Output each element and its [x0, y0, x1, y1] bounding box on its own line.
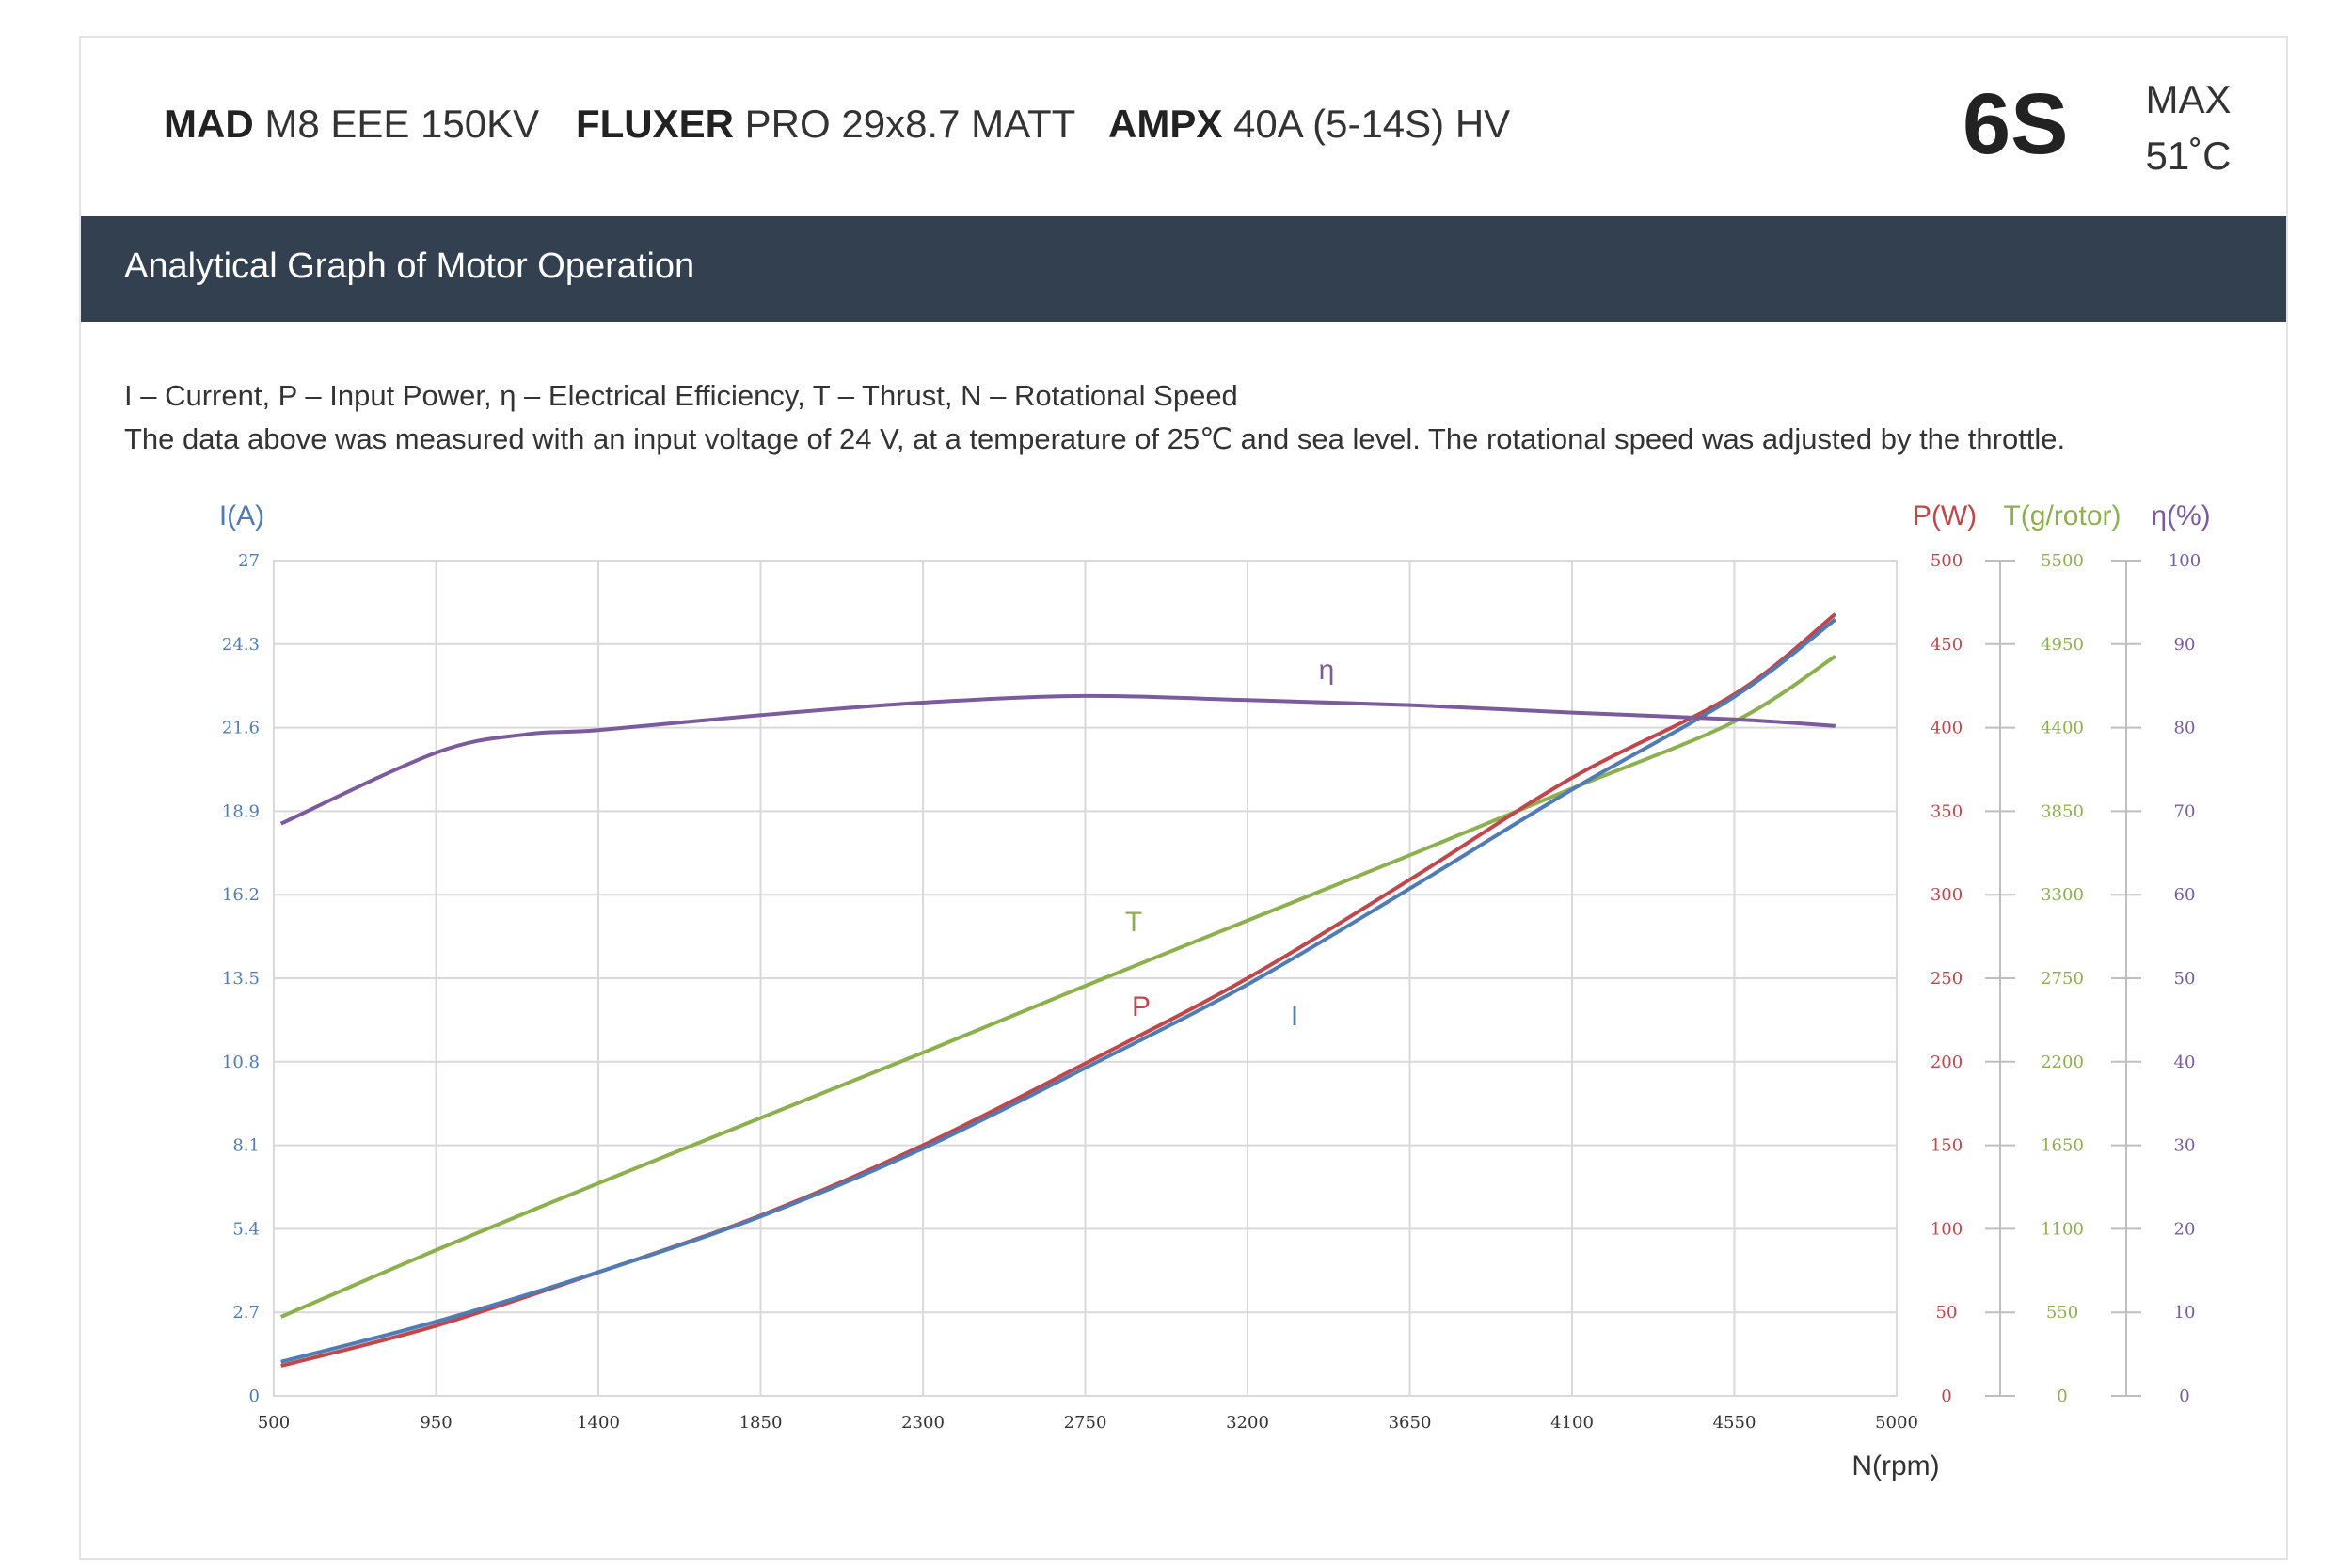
power-curve-label: P: [1132, 991, 1151, 1022]
thrust-series-line: [279, 655, 1836, 1319]
power-tick-label: 200: [1931, 1053, 1963, 1072]
x-tick-label: 3650: [1389, 1413, 1432, 1433]
esc-brand: AMPX: [1108, 102, 1223, 146]
thrust-tick-label: 4950: [2041, 635, 2084, 655]
current-tick-label: 18.9: [222, 801, 260, 821]
x-tick-label: 3200: [1226, 1413, 1269, 1433]
power-tick-label: 0: [1941, 1386, 1951, 1406]
thrust-tick-label: 2200: [2041, 1053, 2084, 1072]
current-tick-label: 0: [249, 1386, 260, 1406]
power-tick-label: 50: [1936, 1303, 1958, 1323]
power-axis-label: P(W): [1913, 500, 1977, 531]
current-tick-label: 21.6: [222, 719, 260, 738]
thrust-tick-label: 3300: [2041, 885, 2084, 905]
efficiency-tick-label: 30: [2174, 1136, 2196, 1156]
current-tick-label: 10.8: [222, 1053, 260, 1072]
card: MAD M8 EEE 150KV FLUXER PRO 29x8.7 MATT …: [79, 36, 2288, 1560]
thrust-tick-label: 1650: [2041, 1136, 2084, 1156]
x-tick-label: 2750: [1064, 1413, 1107, 1433]
thrust-tick-label: 4400: [2041, 719, 2084, 738]
current-tick-label: 13.5: [222, 969, 260, 989]
x-tick-label: 4100: [1550, 1413, 1594, 1433]
section-band: Analytical Graph of Motor Operation: [81, 216, 2286, 322]
current-series-line: [280, 617, 1837, 1364]
current-tick-label: 24.3: [222, 635, 260, 655]
thrust-tick-label: 0: [2057, 1386, 2067, 1406]
efficiency-tick-label: 70: [2174, 801, 2196, 821]
current-curve-label: I: [1291, 1001, 1298, 1032]
efficiency-tick-label: 10: [2174, 1303, 2196, 1323]
x-tick-label: 5000: [1875, 1413, 1918, 1433]
prop-spec: FLUXER PRO 29x8.7 MATT: [576, 102, 1075, 147]
efficiency-series-line: [279, 693, 1836, 826]
motor-spec: MAD M8 EEE 150KV: [164, 102, 539, 147]
x-tick-label: 500: [258, 1413, 290, 1433]
efficiency-tick-label: 100: [2169, 551, 2201, 571]
efficiency-tick-label: 80: [2174, 719, 2196, 738]
current-tick-label: 16.2: [222, 885, 260, 905]
legend-line: I – Current, P – Input Power, η – Electr…: [124, 379, 1238, 412]
x-tick-label: 950: [420, 1413, 452, 1433]
power-tick-label: 150: [1931, 1136, 1963, 1156]
thrust-axis-label: T(g/rotor): [2003, 500, 2121, 531]
note-line: The data above was measured with an inpu…: [124, 422, 2066, 455]
prop-model: PRO 29x8.7 MATT: [744, 102, 1076, 146]
x-tick-label: 1400: [577, 1413, 620, 1433]
thrust-tick-label: 2750: [2041, 969, 2084, 989]
motor-brand: MAD: [164, 102, 254, 146]
current-axis-label: I(A): [219, 500, 264, 531]
power-tick-label: 100: [1931, 1219, 1963, 1239]
x-tick-label: 2300: [901, 1413, 945, 1433]
description: I – Current, P – Input Power, η – Electr…: [124, 374, 2065, 461]
thrust-curve-label: T: [1125, 907, 1142, 938]
efficiency-axis-label: η(%): [2151, 500, 2210, 531]
efficiency-curve-label: η: [1319, 655, 1335, 686]
current-tick-label: 2.7: [232, 1303, 260, 1323]
max-label: MAX: [2145, 77, 2232, 121]
power-tick-label: 400: [1931, 719, 1963, 738]
efficiency-tick-label: 40: [2174, 1053, 2196, 1072]
efficiency-tick-label: 50: [2174, 969, 2196, 989]
efficiency-tick-label: 90: [2174, 635, 2196, 655]
esc-model: 40A (5-14S) HV: [1233, 102, 1511, 146]
current-tick-label: 8.1: [232, 1136, 260, 1156]
power-tick-label: 450: [1931, 635, 1963, 655]
max-temp-block: MAX 51˚C: [2132, 71, 2245, 184]
thrust-tick-label: 1100: [2041, 1219, 2084, 1239]
esc-spec: AMPX 40A (5-14S) HV: [1108, 102, 1510, 147]
product-header: MAD M8 EEE 150KV FLUXER PRO 29x8.7 MATT …: [81, 38, 2286, 214]
prop-brand: FLUXER: [576, 102, 734, 146]
x-axis-label: N(rpm): [1851, 1450, 1939, 1481]
power-tick-label: 250: [1931, 969, 1963, 989]
x-tick-label: 1850: [739, 1413, 783, 1433]
power-tick-label: 300: [1931, 885, 1963, 905]
thrust-tick-label: 3850: [2041, 801, 2084, 821]
max-temp: 51˚C: [2145, 134, 2232, 178]
thrust-tick-label: 550: [2046, 1303, 2078, 1323]
efficiency-tick-label: 20: [2174, 1219, 2196, 1239]
power-tick-label: 350: [1931, 801, 1963, 821]
x-tick-label: 4550: [1713, 1413, 1756, 1433]
efficiency-tick-label: 0: [2179, 1386, 2189, 1406]
thrust-tick-label: 5500: [2041, 551, 2084, 571]
efficiency-tick-label: 60: [2174, 885, 2196, 905]
section-title: Analytical Graph of Motor Operation: [124, 246, 695, 286]
power-tick-label: 500: [1931, 551, 1963, 571]
cell-count: 6S: [1963, 76, 2069, 172]
motor-model: M8 EEE 150KV: [264, 102, 540, 146]
current-tick-label: 27: [238, 551, 260, 571]
current-tick-label: 5.4: [232, 1219, 260, 1239]
